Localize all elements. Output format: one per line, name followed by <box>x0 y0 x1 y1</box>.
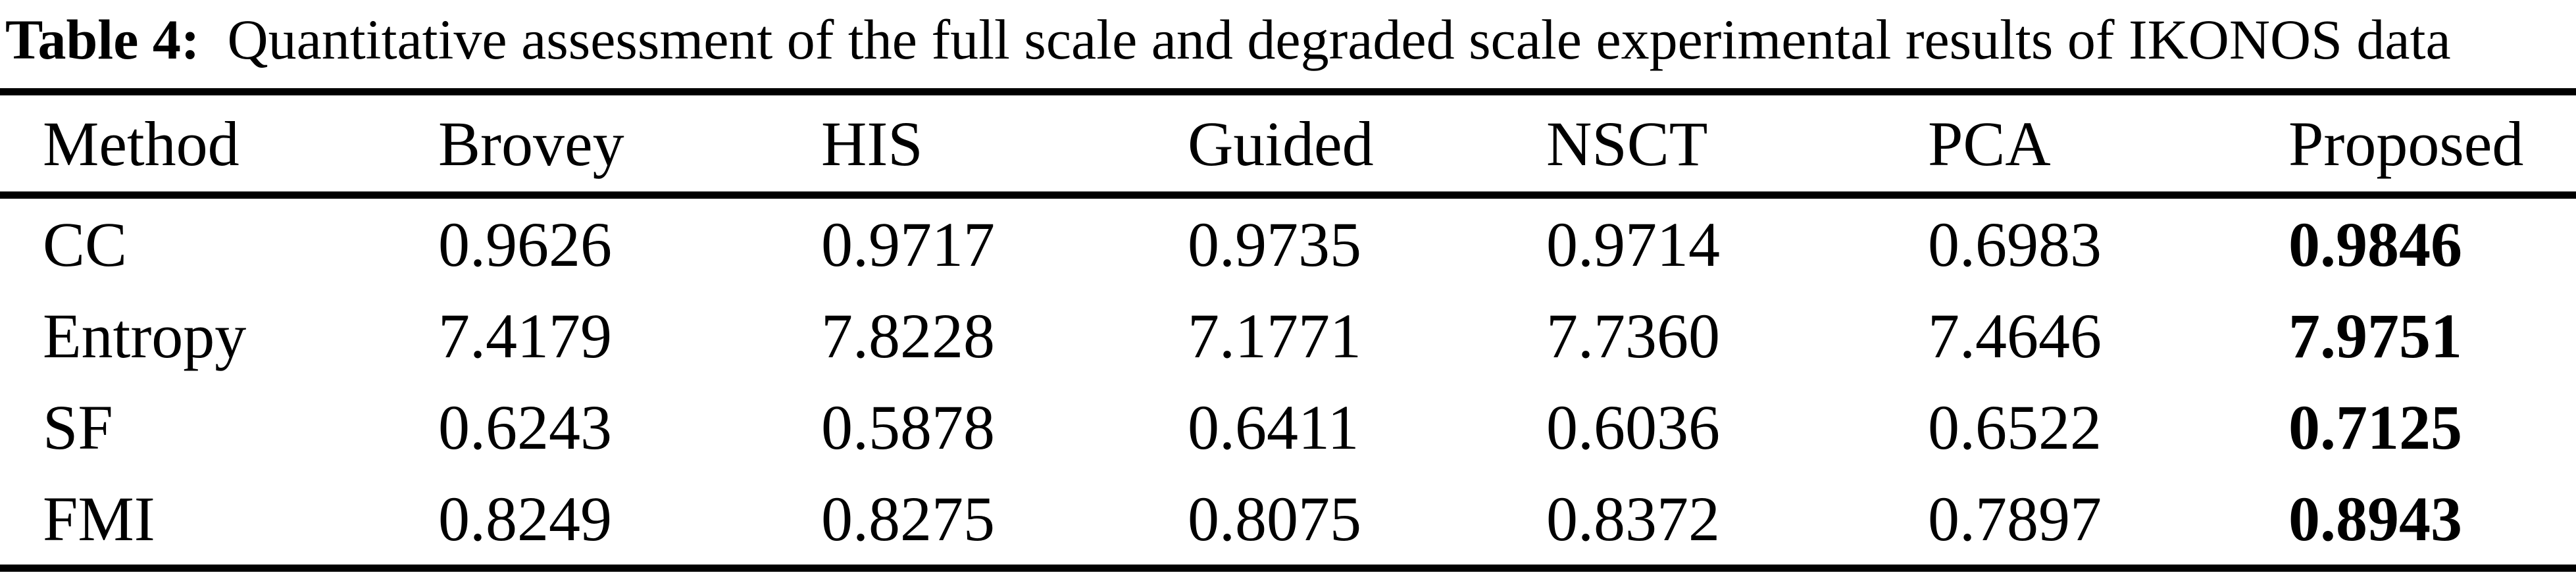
cell-entropy-his: 7.8228 <box>821 301 995 371</box>
column-header-method: Method <box>0 91 438 199</box>
cell-entropy-guided: 7.1771 <box>1188 301 1361 371</box>
cell-sf-guided: 0.6411 <box>1188 392 1359 463</box>
cell-entropy-pca: 7.4646 <box>1928 301 2102 371</box>
cell-cc-proposed: 0.9846 <box>2288 209 2462 280</box>
table-caption-text: Quantitative assessment of the full scal… <box>227 8 2451 71</box>
column-header-brovey: Brovey <box>438 91 821 199</box>
table-row-cc: CC 0.9626 0.9717 0.9735 0.9714 0.6983 0.… <box>0 195 2576 291</box>
cell-fmi-pca: 0.7897 <box>1928 484 2102 554</box>
table-row-entropy: Entropy 7.4179 7.8228 7.1771 7.7360 7.46… <box>0 290 2576 382</box>
cell-sf-his: 0.5878 <box>821 392 995 463</box>
cell-entropy-proposed: 7.9751 <box>2288 301 2462 371</box>
row-label-entropy: Entropy <box>43 301 247 371</box>
cell-fmi-proposed: 0.8943 <box>2288 484 2462 554</box>
cell-entropy-nsct: 7.7360 <box>1546 301 1720 371</box>
cell-cc-guided: 0.9735 <box>1188 209 1361 280</box>
cell-sf-brovey: 0.6243 <box>438 392 612 463</box>
cell-sf-pca: 0.6522 <box>1928 392 2102 463</box>
row-label-cc: CC <box>43 209 128 280</box>
table-row-sf: SF 0.6243 0.5878 0.6411 0.6036 0.6522 0.… <box>0 382 2576 473</box>
cell-cc-pca: 0.6983 <box>1928 209 2102 280</box>
table-caption-label: Table 4: <box>5 8 200 71</box>
cell-fmi-his: 0.8275 <box>821 484 995 554</box>
table-caption: Table 4: Quantitative assessment of the f… <box>0 0 2576 79</box>
column-header-guided: Guided <box>1188 91 1546 199</box>
column-header-nsct: NSCT <box>1546 91 1928 199</box>
cell-cc-brovey: 0.9626 <box>438 209 612 280</box>
cell-sf-nsct: 0.6036 <box>1546 392 1720 463</box>
column-header-proposed: Proposed <box>2288 91 2576 199</box>
column-header-his: HIS <box>821 91 1188 199</box>
row-label-sf: SF <box>43 392 113 463</box>
cell-cc-his: 0.9717 <box>821 209 995 280</box>
table-header-row: Method Brovey HIS Guided NSCT PCA Propos… <box>0 91 2576 199</box>
cell-cc-nsct: 0.9714 <box>1546 209 1720 280</box>
row-label-fmi: FMI <box>43 484 155 554</box>
column-header-pca: PCA <box>1928 91 2288 199</box>
cell-sf-proposed: 0.7125 <box>2288 392 2462 463</box>
cell-fmi-guided: 0.8075 <box>1188 484 1361 554</box>
cell-fmi-nsct: 0.8372 <box>1546 484 1720 554</box>
results-table: Method Brovey HIS Guided NSCT PCA Propos… <box>0 88 2576 572</box>
table-row-fmi: FMI 0.8249 0.8275 0.8075 0.8372 0.7897 0… <box>0 473 2576 568</box>
cell-entropy-brovey: 7.4179 <box>438 301 612 371</box>
cell-fmi-brovey: 0.8249 <box>438 484 612 554</box>
